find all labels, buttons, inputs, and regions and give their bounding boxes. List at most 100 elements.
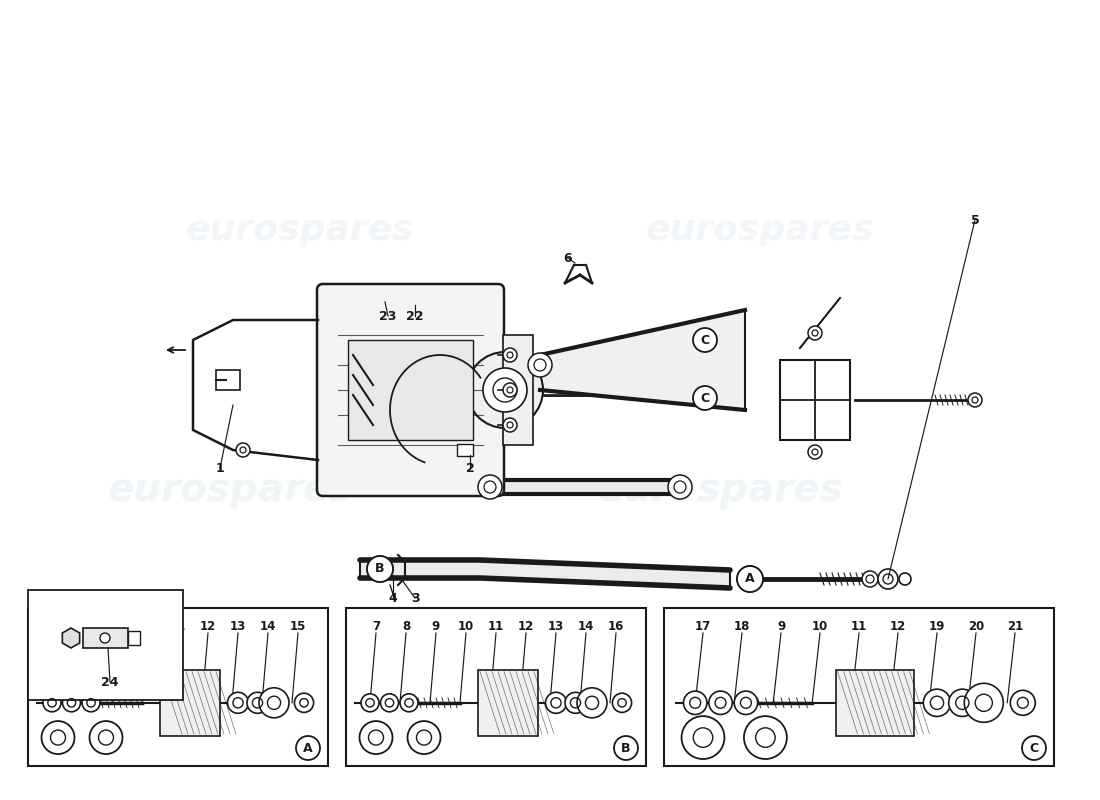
Text: 12: 12 bbox=[890, 619, 906, 633]
Text: 3: 3 bbox=[410, 591, 419, 605]
Circle shape bbox=[295, 693, 313, 712]
Text: eurospares: eurospares bbox=[107, 471, 353, 509]
Text: 2: 2 bbox=[465, 462, 474, 474]
Circle shape bbox=[899, 573, 911, 585]
Text: eurospares: eurospares bbox=[597, 471, 843, 509]
Circle shape bbox=[808, 445, 822, 459]
Circle shape bbox=[565, 692, 586, 714]
Text: 5: 5 bbox=[970, 214, 979, 226]
Circle shape bbox=[862, 571, 878, 587]
Circle shape bbox=[400, 694, 418, 712]
Circle shape bbox=[478, 475, 502, 499]
Circle shape bbox=[528, 353, 552, 377]
Text: 10: 10 bbox=[458, 619, 474, 633]
Circle shape bbox=[682, 716, 725, 759]
Text: 8: 8 bbox=[402, 619, 410, 633]
Circle shape bbox=[367, 556, 393, 582]
Text: 10: 10 bbox=[812, 619, 828, 633]
Circle shape bbox=[744, 716, 786, 759]
Text: 19: 19 bbox=[928, 619, 945, 633]
Text: 7: 7 bbox=[372, 619, 381, 633]
Circle shape bbox=[923, 689, 950, 717]
Text: 13: 13 bbox=[548, 619, 564, 633]
Bar bbox=[128, 631, 140, 645]
Circle shape bbox=[878, 569, 898, 589]
Circle shape bbox=[43, 694, 60, 712]
Text: 20: 20 bbox=[968, 619, 984, 633]
Circle shape bbox=[367, 556, 393, 582]
Text: 11: 11 bbox=[169, 619, 186, 633]
Circle shape bbox=[42, 721, 75, 754]
Circle shape bbox=[546, 692, 566, 714]
Polygon shape bbox=[490, 480, 680, 494]
Circle shape bbox=[370, 335, 480, 445]
Text: C: C bbox=[701, 334, 710, 346]
Circle shape bbox=[236, 443, 250, 457]
Text: 1: 1 bbox=[216, 462, 224, 474]
Circle shape bbox=[100, 633, 110, 643]
Bar bbox=[346, 608, 646, 766]
Bar bbox=[664, 608, 1054, 766]
Circle shape bbox=[468, 352, 543, 428]
Circle shape bbox=[248, 692, 268, 714]
Circle shape bbox=[693, 386, 717, 410]
Text: 24: 24 bbox=[101, 675, 119, 689]
Text: 18: 18 bbox=[734, 619, 750, 633]
Bar bbox=[216, 370, 240, 390]
Text: 23: 23 bbox=[379, 310, 397, 322]
Circle shape bbox=[965, 683, 1003, 722]
Text: 14: 14 bbox=[578, 619, 594, 633]
Bar bbox=[478, 670, 538, 736]
Circle shape bbox=[948, 689, 976, 717]
Text: 11: 11 bbox=[851, 619, 867, 633]
Text: eurospares: eurospares bbox=[646, 213, 874, 247]
Circle shape bbox=[695, 330, 715, 350]
Text: 13: 13 bbox=[230, 619, 246, 633]
Polygon shape bbox=[540, 310, 745, 410]
Text: 4: 4 bbox=[388, 591, 397, 605]
Circle shape bbox=[737, 566, 763, 592]
Circle shape bbox=[228, 692, 249, 714]
Text: 6: 6 bbox=[563, 251, 572, 265]
Circle shape bbox=[1010, 690, 1035, 715]
Circle shape bbox=[360, 721, 393, 754]
Circle shape bbox=[89, 721, 122, 754]
Text: 11: 11 bbox=[488, 619, 504, 633]
Circle shape bbox=[503, 383, 517, 397]
Circle shape bbox=[503, 348, 517, 362]
Text: eurospares: eurospares bbox=[758, 696, 899, 716]
Polygon shape bbox=[63, 628, 79, 648]
Text: 12: 12 bbox=[200, 619, 216, 633]
Text: A: A bbox=[745, 573, 755, 586]
Circle shape bbox=[737, 566, 763, 592]
Text: 9: 9 bbox=[114, 619, 122, 633]
Polygon shape bbox=[360, 560, 730, 588]
Text: C: C bbox=[701, 391, 710, 405]
Text: eurospares: eurospares bbox=[84, 696, 224, 716]
Bar bbox=[836, 670, 914, 736]
Text: 9: 9 bbox=[777, 619, 785, 633]
Circle shape bbox=[708, 691, 733, 714]
Text: 22: 22 bbox=[406, 310, 424, 322]
Text: 10: 10 bbox=[140, 619, 156, 633]
Text: B: B bbox=[621, 742, 630, 754]
Circle shape bbox=[296, 736, 320, 760]
Circle shape bbox=[361, 694, 379, 712]
Circle shape bbox=[381, 694, 398, 712]
Bar bbox=[348, 340, 473, 440]
Circle shape bbox=[578, 688, 607, 718]
Text: B: B bbox=[375, 562, 385, 575]
Circle shape bbox=[343, 308, 507, 472]
Text: 8: 8 bbox=[84, 619, 92, 633]
Text: eurospares: eurospares bbox=[402, 696, 542, 716]
Text: eurospares: eurospares bbox=[186, 213, 415, 247]
Bar bbox=[28, 608, 328, 766]
Text: 14: 14 bbox=[260, 619, 276, 633]
Text: A: A bbox=[304, 742, 312, 754]
Circle shape bbox=[693, 328, 717, 352]
Circle shape bbox=[695, 388, 715, 408]
Bar bbox=[503, 335, 534, 445]
Text: 15: 15 bbox=[289, 619, 306, 633]
Bar bbox=[780, 360, 850, 440]
Circle shape bbox=[82, 694, 100, 712]
